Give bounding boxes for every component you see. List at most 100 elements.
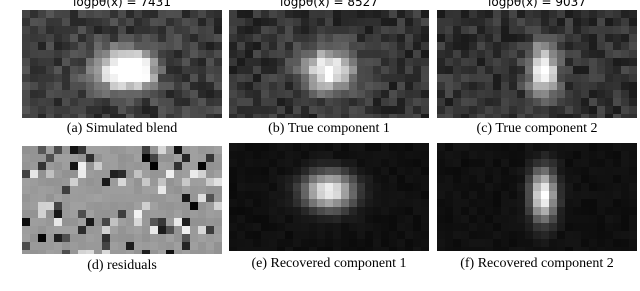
pixel xyxy=(613,98,622,107)
pixel xyxy=(174,218,183,227)
pixel xyxy=(174,106,183,115)
pixel xyxy=(573,207,582,216)
pixel xyxy=(174,154,183,163)
pixel xyxy=(437,42,446,51)
pixel xyxy=(549,82,558,91)
pixel xyxy=(309,34,318,43)
pixel xyxy=(206,226,215,235)
pixel xyxy=(253,34,262,43)
pixel xyxy=(421,183,429,192)
pixel xyxy=(469,18,478,27)
pixel xyxy=(229,167,238,176)
pixel xyxy=(589,175,598,184)
pixel xyxy=(357,74,366,83)
pixel xyxy=(461,114,470,118)
pixel xyxy=(46,226,55,235)
pixel xyxy=(277,10,286,19)
pixel xyxy=(142,242,151,251)
pixel xyxy=(126,26,135,35)
pixel xyxy=(261,207,270,216)
pixel xyxy=(477,90,486,99)
pixel xyxy=(158,34,167,43)
pixel xyxy=(501,90,510,99)
pixel xyxy=(349,175,358,184)
pixel xyxy=(557,18,566,27)
pixel xyxy=(198,186,207,195)
pixel xyxy=(142,186,151,195)
pixel xyxy=(150,82,159,91)
pixel xyxy=(549,58,558,67)
pixel xyxy=(557,114,566,118)
pixel xyxy=(269,98,278,107)
pixel xyxy=(613,167,622,176)
pixel xyxy=(589,215,598,224)
pixel xyxy=(533,90,542,99)
pixel xyxy=(341,159,350,168)
pixel xyxy=(214,162,222,171)
pixel xyxy=(126,106,135,115)
pixel xyxy=(597,58,606,67)
pixel xyxy=(229,247,238,251)
pixel xyxy=(301,10,310,19)
pixel xyxy=(629,231,637,240)
pixel xyxy=(62,186,71,195)
pixel xyxy=(333,18,342,27)
pixel xyxy=(269,183,278,192)
pixel xyxy=(46,250,55,254)
pixel xyxy=(158,10,167,19)
pixel xyxy=(110,178,119,187)
pixel xyxy=(150,170,159,179)
pixel xyxy=(357,215,366,224)
pixel xyxy=(605,167,614,176)
pixel xyxy=(493,167,502,176)
pixel xyxy=(437,50,446,59)
pixel xyxy=(613,247,622,251)
pixel xyxy=(557,199,566,208)
pixel xyxy=(493,106,502,115)
pixel xyxy=(629,50,637,59)
pixel xyxy=(237,58,246,67)
pixel xyxy=(349,42,358,51)
pixel xyxy=(285,82,294,91)
pixel xyxy=(613,239,622,248)
pixel xyxy=(573,199,582,208)
pixel xyxy=(253,159,262,168)
pixel xyxy=(301,223,310,232)
pixel xyxy=(309,42,318,51)
pixel xyxy=(341,98,350,107)
pixel xyxy=(86,18,95,27)
pixel xyxy=(397,247,406,251)
pixel xyxy=(237,143,246,152)
pixel xyxy=(126,162,135,171)
pixel xyxy=(38,202,47,211)
pixel xyxy=(150,42,159,51)
pixel xyxy=(613,50,622,59)
pixel xyxy=(134,50,143,59)
pixel xyxy=(110,170,119,179)
pixel xyxy=(453,223,462,232)
pixel xyxy=(349,114,358,118)
pixel xyxy=(285,10,294,19)
pixel xyxy=(245,50,254,59)
pixel xyxy=(317,98,326,107)
pixel xyxy=(78,82,87,91)
pixel xyxy=(70,226,79,235)
pixel xyxy=(333,159,342,168)
pixel xyxy=(94,114,103,118)
pixel xyxy=(373,82,382,91)
pixel xyxy=(293,114,302,118)
pixel xyxy=(94,90,103,99)
pixel xyxy=(301,50,310,59)
pixel xyxy=(605,114,614,118)
pixel xyxy=(621,207,630,216)
pixel xyxy=(461,143,470,152)
pixel xyxy=(166,66,175,75)
pixel xyxy=(206,234,215,243)
pixel xyxy=(46,82,55,91)
pixel xyxy=(517,42,526,51)
pixel xyxy=(605,18,614,27)
pixel xyxy=(142,98,151,107)
pixel xyxy=(517,10,526,19)
pixel xyxy=(597,151,606,160)
pixel xyxy=(565,167,574,176)
